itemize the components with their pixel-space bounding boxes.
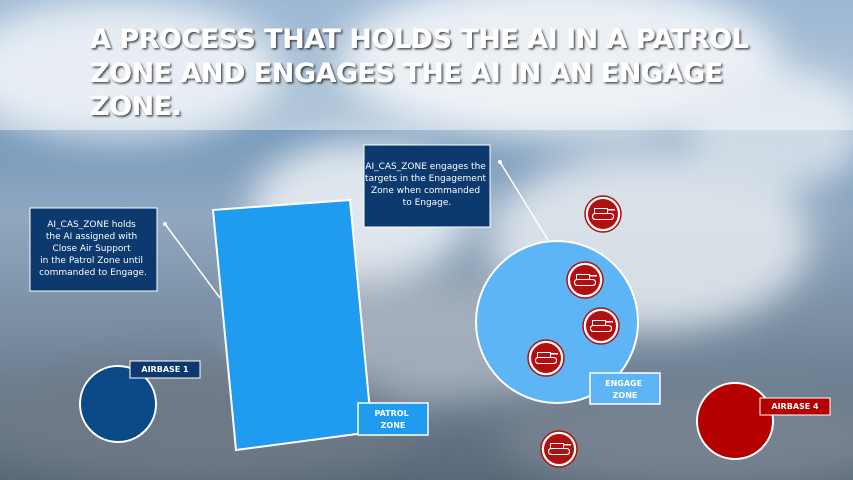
targets bbox=[527, 195, 622, 468]
slide-title: A PROCESS THAT HOLDS THE AI IN A PATROL … bbox=[90, 24, 757, 122]
airbase-1 bbox=[79, 365, 157, 443]
callout-text: AI_CAS_ZONE engages the targets in the E… bbox=[365, 162, 489, 208]
patrol-zone bbox=[211, 198, 374, 452]
airbase-label: AIRBASE 1 bbox=[141, 365, 189, 374]
engage-label-box bbox=[589, 372, 661, 405]
airbase-label: AIRBASE 4 bbox=[771, 402, 819, 411]
title-band bbox=[0, 0, 853, 130]
leader-dot bbox=[498, 160, 502, 164]
callout-engage: AI_CAS_ZONE engages the targets in the E… bbox=[363, 144, 491, 228]
engage-label: ENGAGE ZONE bbox=[605, 379, 645, 400]
leader-dot bbox=[163, 222, 167, 226]
airbase-label-box bbox=[129, 360, 201, 379]
target-tank bbox=[582, 307, 620, 345]
target-tank bbox=[540, 430, 578, 468]
callout-text: AI_CAS_ZONE holds the AI assigned with C… bbox=[39, 220, 147, 278]
airbase-label-box bbox=[759, 397, 831, 416]
callout-patrol: AI_CAS_ZONE holds the AI assigned with C… bbox=[29, 207, 158, 292]
target-tank bbox=[566, 261, 604, 299]
target-tank bbox=[584, 195, 622, 233]
airbase-4 bbox=[696, 382, 774, 460]
patrol-label-box bbox=[357, 402, 429, 436]
leader-line bbox=[499, 161, 549, 241]
target-tank bbox=[527, 339, 565, 377]
leader-line bbox=[164, 223, 221, 299]
patrol-label: PATROL ZONE bbox=[374, 409, 411, 430]
